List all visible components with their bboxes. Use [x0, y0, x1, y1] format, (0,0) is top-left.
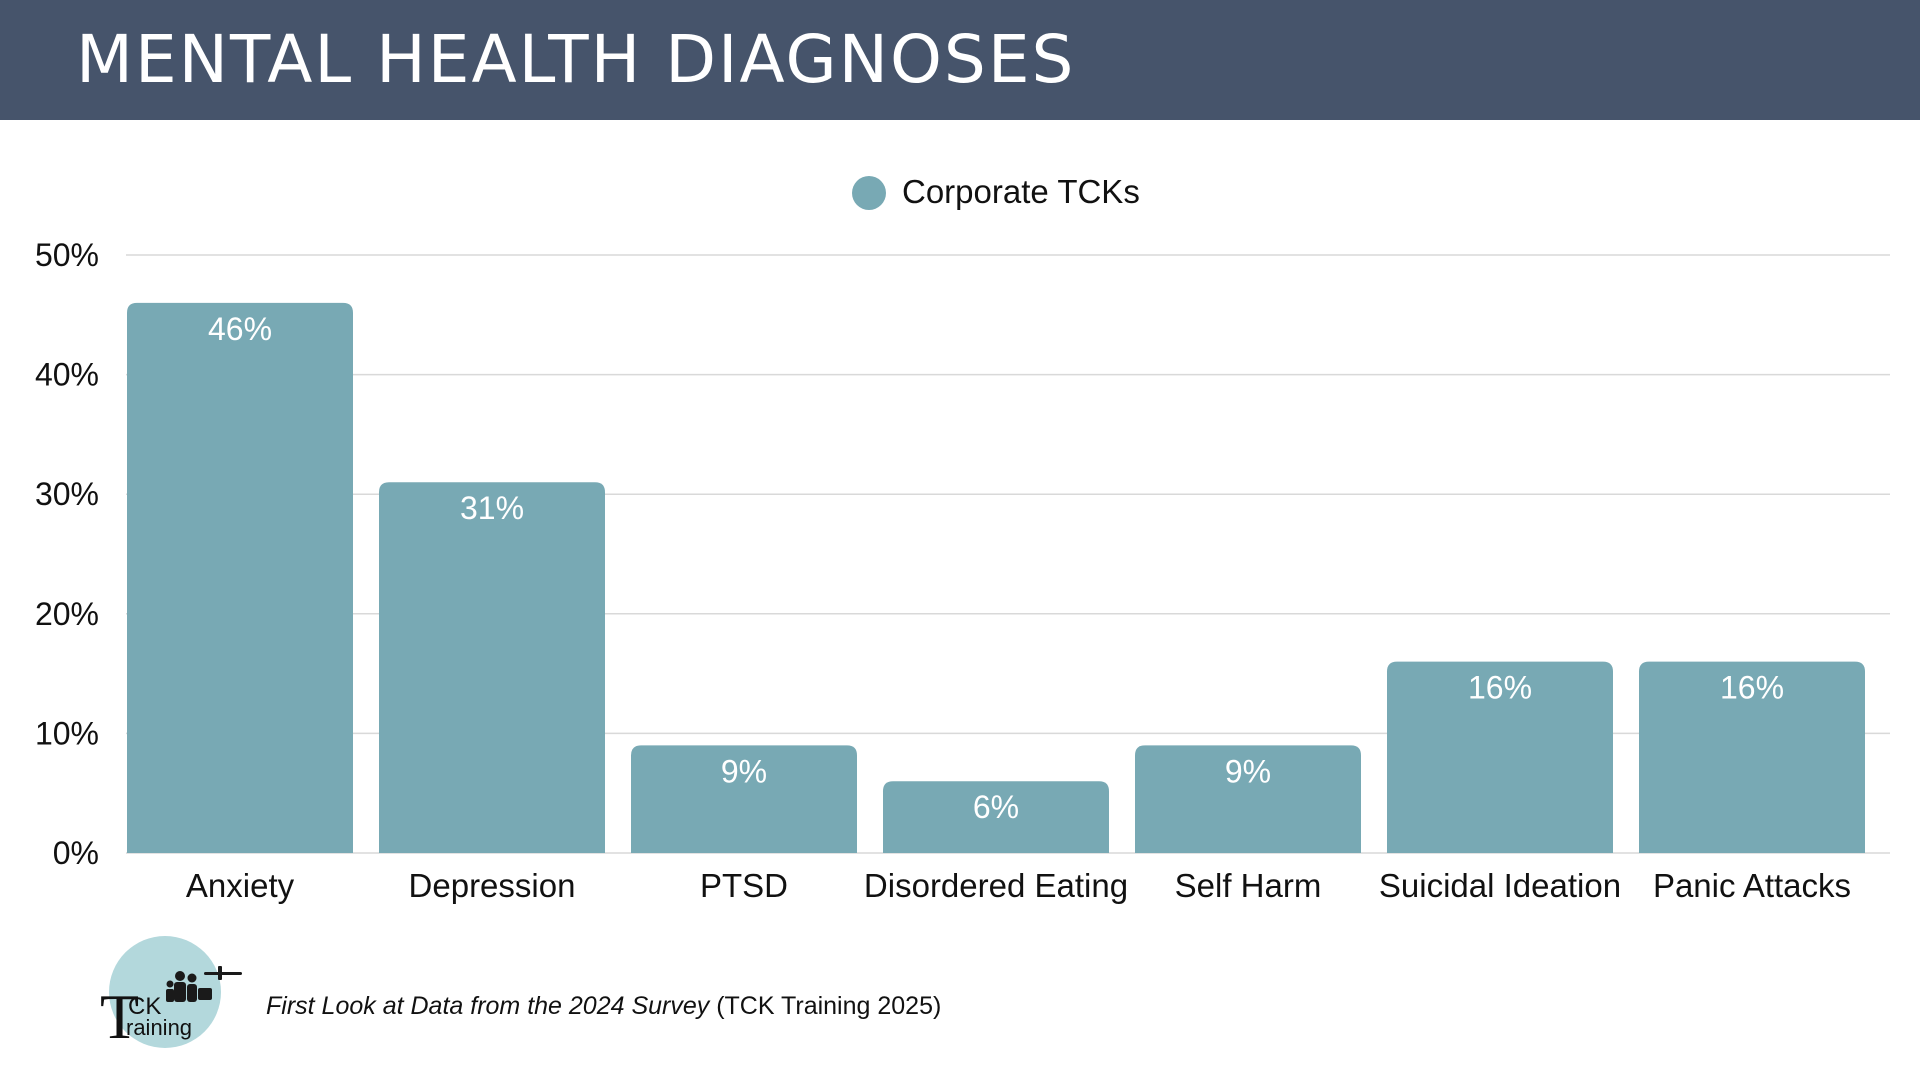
y-tick-label: 50% — [35, 237, 99, 273]
source-citation: First Look at Data from the 2024 Survey … — [266, 992, 941, 1021]
y-tick-label: 0% — [53, 835, 99, 871]
legend-label-corporate-tcks: Corporate TCKs — [902, 173, 1140, 210]
data-label: 16% — [1468, 670, 1532, 706]
bar-ptsd — [631, 745, 857, 853]
logo-letter-t: T — [100, 981, 139, 1052]
x-category-label: Anxiety — [186, 867, 295, 904]
tck-training-logo: T CK raining — [100, 936, 242, 1052]
x-category-label: Suicidal Ideation — [1379, 867, 1621, 904]
data-label: 9% — [1225, 753, 1271, 789]
header-bar: MENTAL HEALTH DIAGNOSES — [0, 0, 1920, 120]
y-tick-label: 10% — [35, 715, 99, 751]
y-axis-ticks: 0% 10% 20% 30% 40% 50% — [35, 237, 99, 871]
x-category-label: Depression — [409, 867, 576, 904]
bar-panic-attacks — [1639, 661, 1865, 853]
bar-anxiety — [127, 302, 353, 854]
family-silhouette-icon — [166, 971, 212, 1002]
source-attribution: (TCK Training 2025) — [709, 992, 942, 1020]
data-label: 31% — [460, 490, 524, 526]
y-tick-label: 30% — [35, 476, 99, 512]
bars: 46% 31% 9% 6% 9% 16% 16% — [127, 302, 1865, 854]
data-label: 16% — [1720, 670, 1784, 706]
bar-self-harm — [1135, 745, 1361, 853]
airplane-icon — [204, 966, 242, 980]
x-category-label: Disordered Eating — [864, 867, 1128, 904]
logo-text-ck: CK — [128, 993, 161, 1020]
legend-swatch-corporate-tcks — [852, 176, 886, 210]
x-axis-categories: Anxiety Depression PTSD Disordered Eating Se… — [186, 867, 1851, 904]
x-category-label: Panic Attacks — [1653, 867, 1851, 904]
y-tick-label: 20% — [35, 596, 99, 632]
bar-suicidal-ideation — [1387, 661, 1613, 853]
slide-title: MENTAL HEALTH DIAGNOSES — [76, 21, 1076, 98]
source-title: First Look at Data from the 2024 Survey — [266, 992, 710, 1020]
data-label: 46% — [208, 311, 272, 347]
data-label: 9% — [721, 753, 767, 789]
x-category-label: Self Harm — [1175, 867, 1322, 904]
footer: T CK raining First Look at Data from the… — [100, 934, 1000, 1054]
logo-text-raining: raining — [126, 1015, 192, 1040]
y-tick-label: 40% — [35, 357, 99, 393]
data-label: 6% — [973, 789, 1019, 825]
x-category-label: PTSD — [700, 867, 788, 904]
legend: Corporate TCKs — [852, 173, 1140, 210]
bar-depression — [379, 482, 605, 853]
bar-chart: 46% 31% 9% 6% 9% 16% 16% 0% 10% 20% 30% 40% 50% Anx… — [35, 173, 1890, 904]
bar-disordered-eating — [883, 781, 1109, 853]
logo-circle — [109, 936, 221, 1048]
